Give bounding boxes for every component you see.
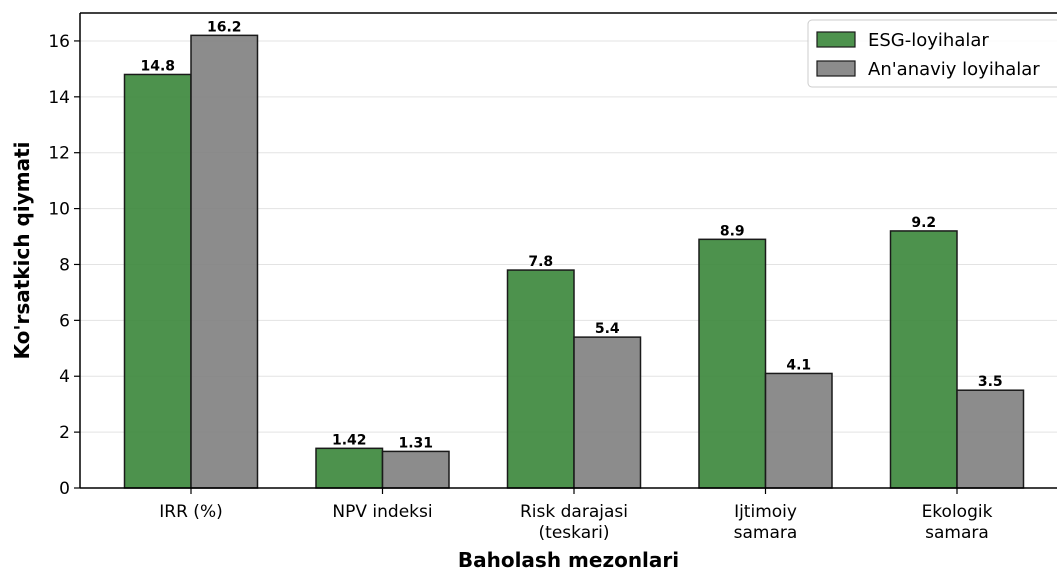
- x-tick-label: NPV indeksi: [332, 502, 432, 522]
- x-tick-label: (teskari): [539, 523, 610, 543]
- y-tick-label: 10: [48, 200, 70, 220]
- data-label: 4.1: [786, 357, 811, 373]
- bar: [190, 34, 259, 489]
- data-label: 5.4: [595, 321, 620, 337]
- y-tick-label: 0: [59, 479, 70, 499]
- data-label: 9.2: [911, 215, 936, 231]
- axes: 0 2 4 6 8 10 12 14 16 IRR (%) NPV indeksi Risk dara…: [48, 12, 1057, 543]
- legend-box: [807, 19, 1057, 88]
- bar: [123, 73, 192, 489]
- bar: [764, 372, 833, 489]
- x-tick-label: samara: [734, 523, 798, 543]
- y-tick-label: 4: [59, 367, 70, 387]
- y-tick-label: 12: [48, 144, 70, 164]
- bar: [956, 389, 1025, 489]
- y-tick-label: 6: [59, 311, 70, 331]
- data-label: 14.8: [140, 58, 175, 74]
- x-tick-label: Ijtimoiy: [734, 502, 797, 522]
- data-label: 8.9: [720, 223, 745, 239]
- x-tick-label: IRR (%): [159, 502, 222, 522]
- bars: [123, 34, 1025, 489]
- legend-swatch: [816, 60, 856, 77]
- y-tick-label: 14: [48, 88, 70, 108]
- bar: [889, 230, 958, 489]
- x-tick-label: Ekologik: [922, 502, 993, 522]
- data-label: 1.42: [332, 432, 367, 448]
- x-axis-title: Baholash mezonlari: [458, 548, 679, 572]
- bar: [381, 450, 450, 489]
- x-tick-label: samara: [925, 523, 989, 543]
- bar: [573, 336, 642, 489]
- y-tick-label: 2: [59, 423, 70, 443]
- bar: [698, 238, 767, 489]
- bar: [315, 447, 384, 489]
- y-tick-label: 8: [59, 255, 70, 275]
- legend-swatch: [816, 31, 856, 48]
- data-label: 16.2: [207, 19, 242, 35]
- data-label: 7.8: [528, 254, 553, 270]
- y-tick-label: 16: [48, 32, 70, 52]
- legend-label: ESG-loyihalar: [868, 30, 989, 51]
- y-axis-title: Ko'rsatkich qiymati: [10, 141, 34, 359]
- legend: ESG-loyihalar An'anaviy loyihalar: [807, 19, 1057, 88]
- data-label: 1.31: [398, 435, 433, 451]
- data-labels: 14.8 16.2 1.42 1.31 7.8 5.4 8.9 4.1 9.2 3.5: [140, 19, 1002, 451]
- data-label: 3.5: [978, 374, 1003, 390]
- bar: [506, 269, 575, 489]
- x-tick-label: Risk darajasi: [520, 502, 628, 522]
- legend-label: An'anaviy loyihalar: [868, 59, 1040, 80]
